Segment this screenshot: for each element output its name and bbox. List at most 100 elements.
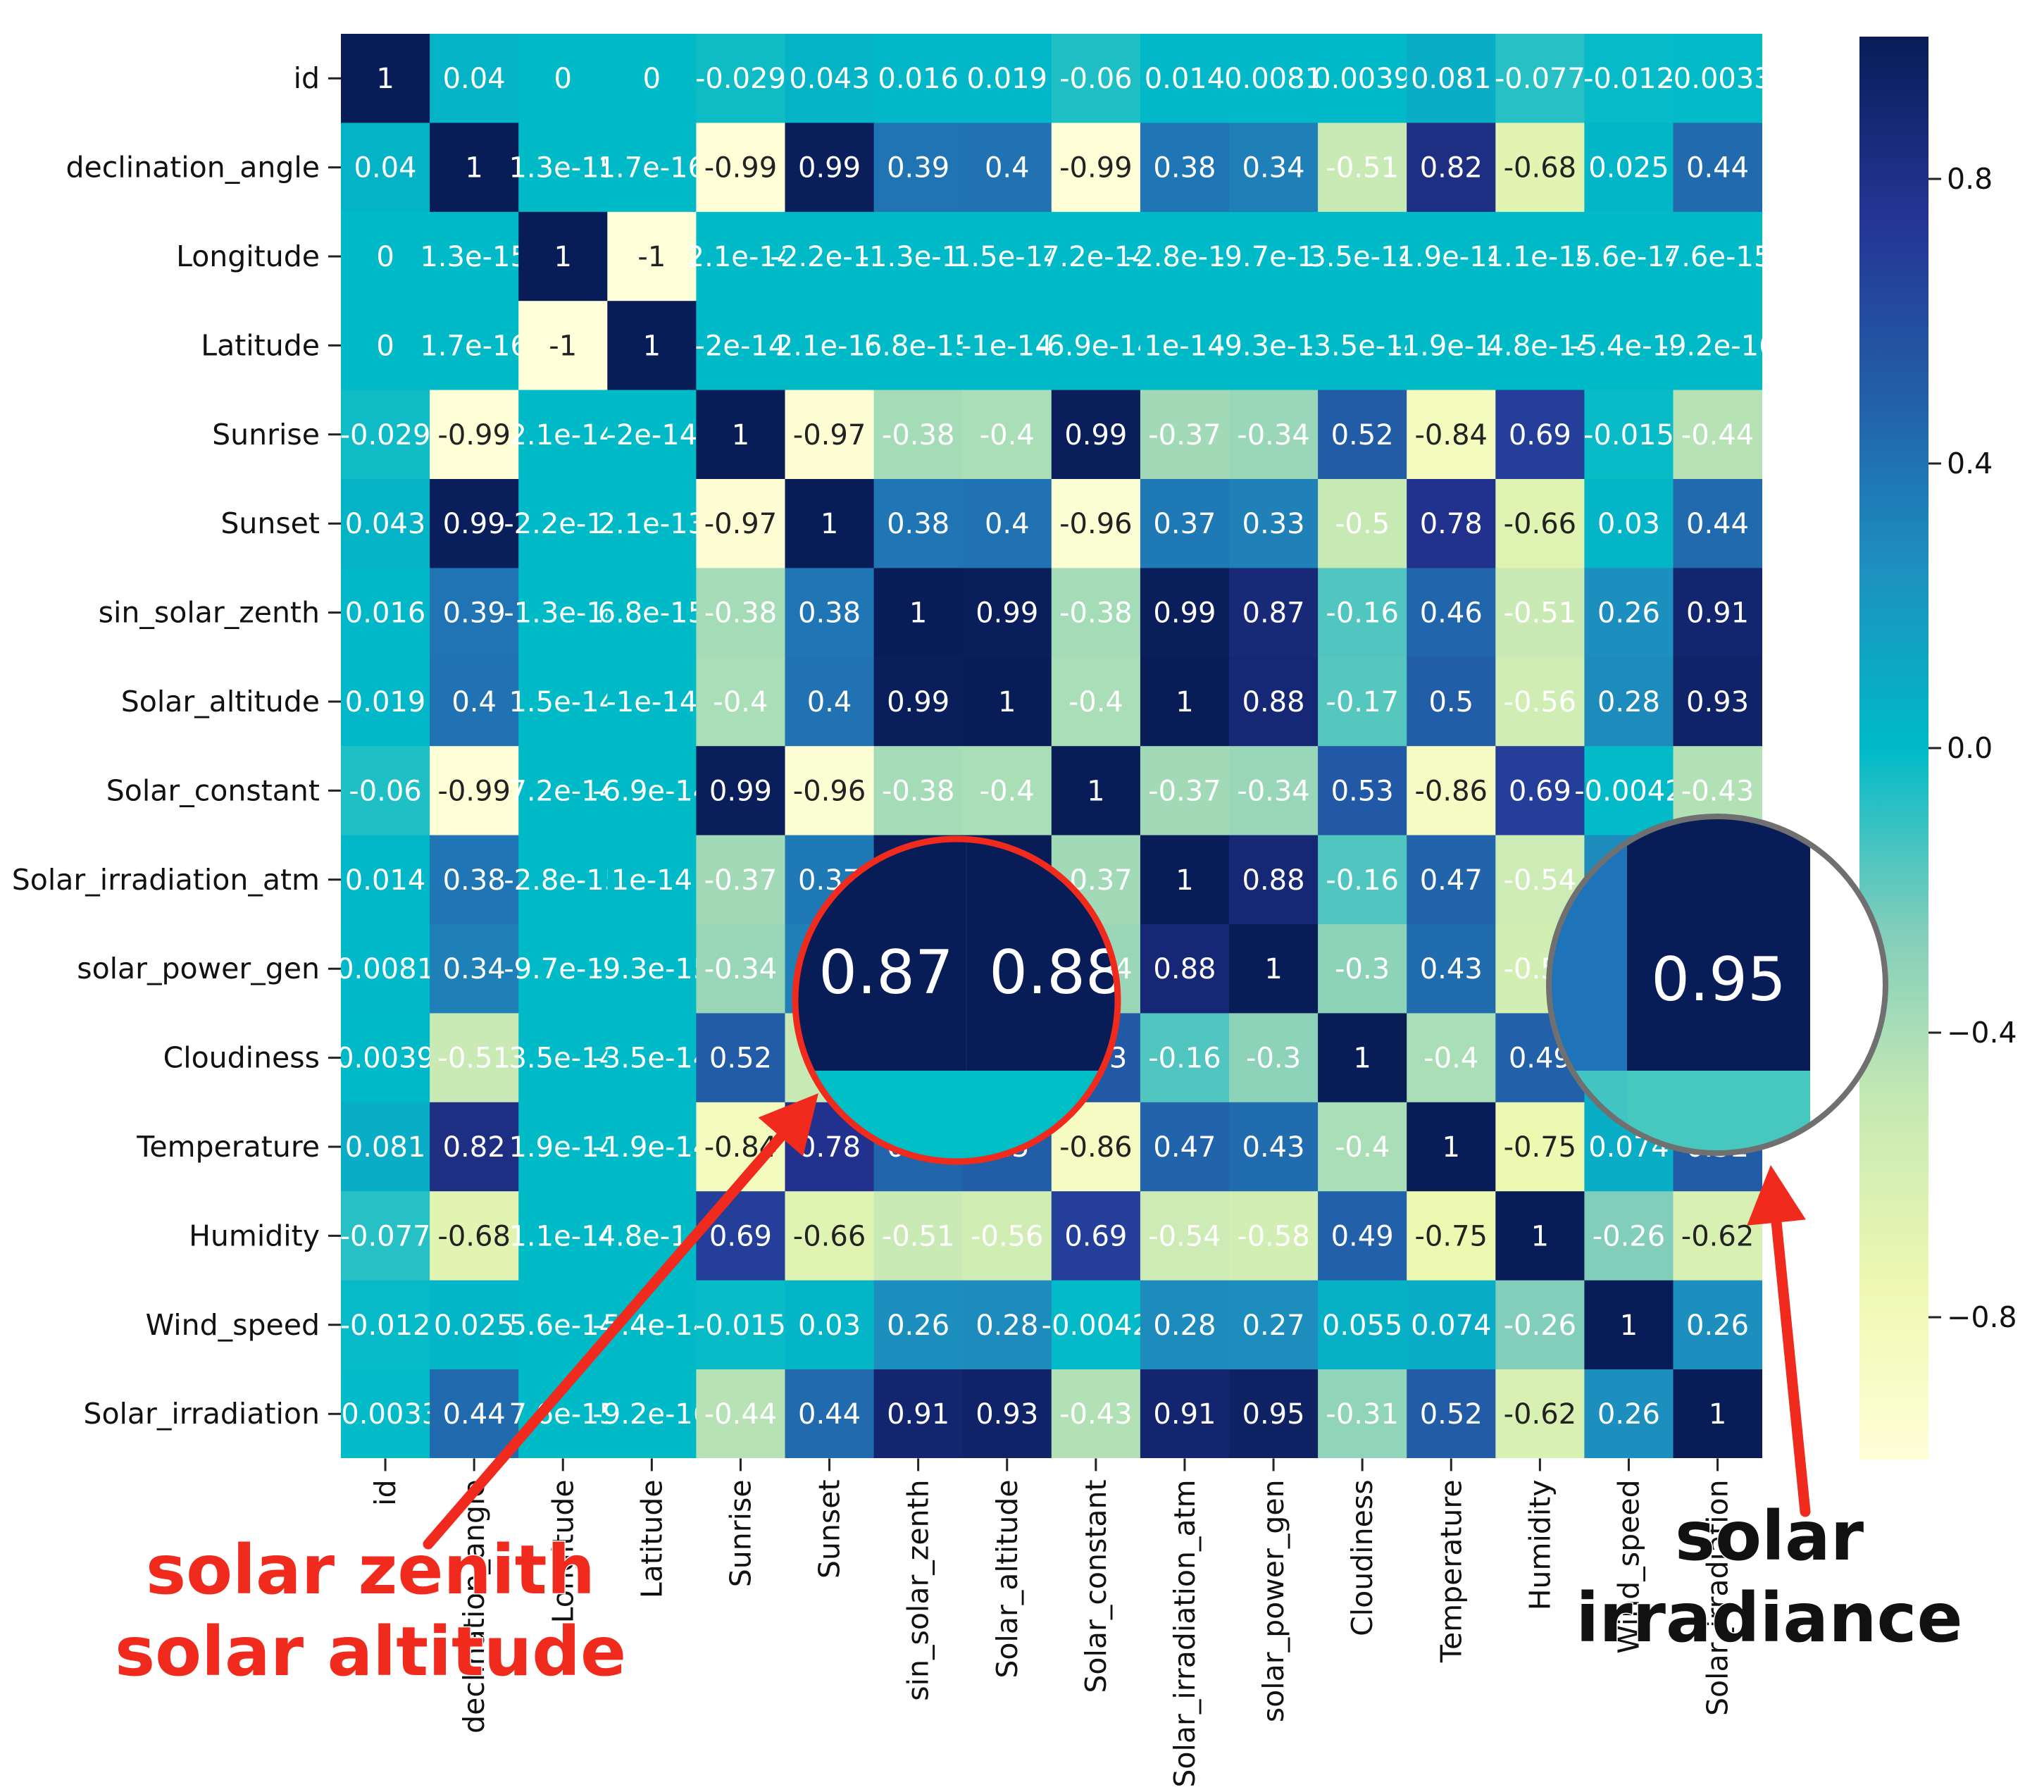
heatmap-cell-label: -0.015 — [1583, 419, 1674, 452]
heatmap-cell — [1673, 1369, 1762, 1458]
heatmap-cell-label: 0.88 — [1242, 686, 1305, 718]
heatmap-cell — [1229, 390, 1319, 480]
heatmap-cell-label: -0.54 — [1504, 864, 1577, 897]
heatmap-cell — [1673, 123, 1762, 213]
heatmap-cell — [1229, 1191, 1319, 1281]
heatmap-cell-label: 2.1e-13 — [598, 508, 706, 540]
heatmap-cell — [1673, 390, 1762, 480]
heatmap-cell — [1229, 1013, 1319, 1103]
heatmap-cell — [1229, 1102, 1319, 1192]
heatmap-cell — [1407, 568, 1496, 658]
heatmap-cell-label: 0.4 — [985, 508, 1030, 540]
heatmap-cell — [962, 746, 1052, 836]
heatmap-cell-label: -0.54 — [1148, 1220, 1221, 1252]
heatmap-cell-label: -0.4 — [713, 686, 768, 718]
heatmap-cell — [873, 568, 964, 658]
heatmap-cell-label: 0.34 — [443, 953, 506, 985]
heatmap-cell-label: 0.44 — [1686, 152, 1749, 185]
heatmap-cell-label: -0.4 — [1423, 1043, 1478, 1075]
colorbar-gradient — [1859, 37, 1928, 1460]
heatmap-cell — [1318, 479, 1407, 568]
heatmap-cell — [1318, 1013, 1407, 1103]
heatmap-cell — [430, 1013, 519, 1103]
heatmap-cell — [1673, 1280, 1762, 1370]
heatmap-cell-label: 2.1e-14 — [509, 419, 617, 452]
heatmap-cell — [518, 746, 608, 836]
heatmap-cell-label: 0.016 — [878, 63, 959, 95]
heatmap-cell — [518, 123, 608, 213]
heatmap-cell — [1140, 479, 1230, 568]
heatmap-cell — [1584, 211, 1674, 301]
heatmap-cell — [341, 1280, 430, 1370]
heatmap-cell — [430, 1369, 519, 1458]
heatmap-cell-label: 1 — [909, 597, 927, 630]
heatmap-cell-label: -0.077 — [340, 1220, 431, 1252]
heatmap-cell-label: 0.0039 — [1313, 63, 1412, 95]
heatmap-cell — [1140, 301, 1230, 391]
heatmap-cell-label: 2.1e-14 — [687, 241, 795, 273]
heatmap-cell — [607, 1013, 697, 1103]
heatmap-cell — [1407, 1013, 1496, 1103]
heatmap-cell-label: -0.51 — [1326, 152, 1399, 185]
heatmap-cell-label: 0.93 — [976, 1398, 1038, 1431]
heatmap-cell — [873, 1280, 964, 1370]
heatmap-cell-label: 0.4 — [807, 686, 852, 718]
heatmap-cell — [430, 746, 519, 836]
heatmap-cell — [430, 123, 519, 213]
heatmap-cell — [1318, 835, 1407, 925]
heatmap-cell — [1229, 1369, 1319, 1458]
heatmap-cell-label: 1 — [998, 686, 1016, 718]
row-label: Latitude — [201, 328, 320, 362]
heatmap-cell-label: 0.44 — [1686, 508, 1749, 540]
heatmap-cell — [1140, 835, 1230, 925]
heatmap-cell — [1051, 657, 1141, 747]
heatmap-cell — [1495, 1280, 1585, 1370]
heatmap-cell — [1407, 34, 1496, 123]
heatmap-cell-label: 0.26 — [1597, 1398, 1660, 1431]
heatmap-cell-label: -0.86 — [1059, 1131, 1133, 1164]
heatmap-cell — [607, 301, 697, 391]
heatmap-cell — [430, 835, 519, 925]
heatmap-cell — [1318, 211, 1407, 301]
heatmap-cell-label: 1 — [1176, 686, 1193, 718]
heatmap-cell-label: 3.5e-14 — [509, 1043, 617, 1075]
heatmap-cell — [430, 390, 519, 480]
heatmap-cell-label: 0.52 — [709, 1043, 772, 1075]
heatmap-cell-label: 1 — [1264, 953, 1282, 985]
heatmap-cell-label: -0.44 — [704, 1398, 778, 1431]
heatmap-cell — [1673, 1191, 1762, 1281]
heatmap-cell-label: -6.9e-14 — [1037, 330, 1155, 362]
heatmap-cell-label: -0.34 — [704, 953, 778, 985]
heatmap-cell — [1318, 1102, 1407, 1192]
heatmap-cell — [1495, 1102, 1585, 1192]
heatmap-cell — [1051, 123, 1141, 213]
heatmap-cell-label: -0.96 — [793, 775, 866, 807]
heatmap-cell — [696, 301, 786, 391]
heatmap-cell-label: 1 — [465, 152, 482, 185]
heatmap-cell — [1495, 657, 1585, 747]
annotation-overlay: 0.87 0.88 0.95 solar zenith solar altitude so… — [113, 814, 1964, 1693]
heatmap-cell — [696, 1280, 786, 1370]
heatmap-cell-label: -0.99 — [437, 419, 511, 452]
heatmap-cell — [962, 568, 1052, 658]
heatmap-cell — [696, 924, 786, 1014]
heatmap-cell-label: 0.69 — [1064, 1220, 1127, 1252]
row-label: id — [294, 61, 320, 95]
row-label: Solar_constant — [106, 773, 320, 807]
heatmap-cell — [341, 657, 430, 747]
heatmap-cell-label: -0.38 — [704, 597, 778, 630]
heatmap-cell — [1229, 211, 1319, 301]
column-label: Latitude — [635, 1479, 668, 1598]
heatmap-cell-label: -0.44 — [1681, 419, 1755, 452]
heatmap-cell-label: 0.99 — [709, 775, 772, 807]
heatmap-cell-label: 0.38 — [887, 508, 949, 540]
heatmap-cell-label: 2.1e-13 — [775, 330, 884, 362]
heatmap-cell-label: 0.93 — [1686, 686, 1749, 718]
heatmap-cell — [1407, 924, 1496, 1014]
heatmap-cell — [873, 1369, 964, 1458]
heatmap-cell-label: 0.69 — [1509, 775, 1571, 807]
heatmap-cell — [1051, 479, 1141, 568]
heatmap-cell — [341, 1013, 430, 1103]
heatmap-cell — [1495, 123, 1585, 213]
heatmap-cell-label: 0.014 — [1145, 63, 1226, 95]
